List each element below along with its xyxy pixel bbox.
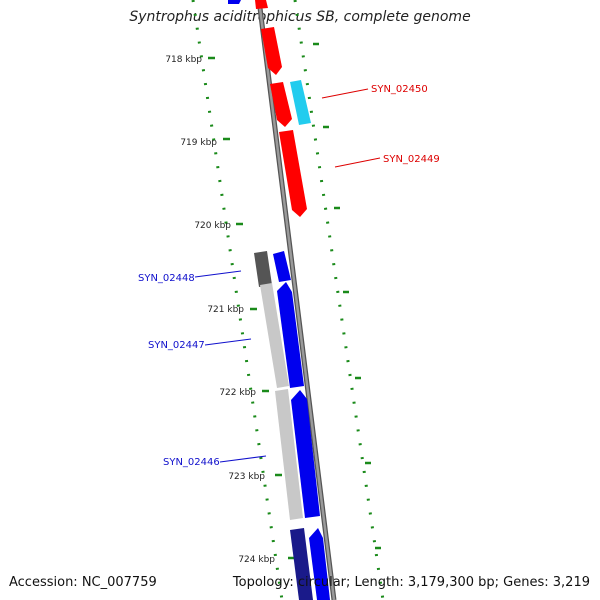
tick-label: 723 kbp <box>228 472 265 482</box>
accession-text: Accession: NC_007759 <box>9 575 157 590</box>
gene-product-bar[interactable] <box>260 283 289 388</box>
gene-labels: SYN_02450 SYN_02449 SYN_02448 SYN_02447 … <box>138 84 440 468</box>
tick-label: 718 kbp <box>165 55 202 65</box>
tick-guides <box>191 0 385 600</box>
gene-feature[interactable] <box>291 390 320 518</box>
map-title: Syntrophus aciditrophicus SB, complete g… <box>129 9 471 25</box>
gene-label-syn-02446[interactable]: SYN_02446 <box>163 457 220 468</box>
gene-feature[interactable] <box>290 80 311 125</box>
gene-feature[interactable] <box>261 27 282 75</box>
gene-feature[interactable] <box>255 0 268 9</box>
gene-label-syn-02449[interactable]: SYN_02449 <box>383 154 440 165</box>
reverse-strand-features <box>255 0 311 217</box>
forward-strand-features <box>228 0 330 600</box>
gene-feature[interactable] <box>290 528 313 600</box>
gene-feature[interactable] <box>277 282 304 388</box>
backbone <box>256 0 337 600</box>
gene-feature[interactable] <box>273 251 291 282</box>
label-leaders <box>194 88 381 463</box>
tick-label: 722 kbp <box>219 388 256 398</box>
gene-product-bar[interactable] <box>254 251 272 287</box>
gene-feature[interactable] <box>270 82 292 127</box>
gene-label-syn-02447[interactable]: SYN_02447 <box>148 340 205 351</box>
tick-label: 720 kbp <box>194 221 231 231</box>
gene-label-syn-02450[interactable]: SYN_02450 <box>371 84 428 95</box>
genome-summary-text: Topology: circular; Length: 3,179,300 bp… <box>232 575 590 590</box>
tick-label: 719 kbp <box>180 138 217 148</box>
gene-product-bar[interactable] <box>275 389 303 520</box>
tick-label: 721 kbp <box>207 305 244 315</box>
gene-feature[interactable] <box>228 0 241 4</box>
tick-labels: 718 kbp 719 kbp 720 kbp 721 kbp 722 kbp … <box>165 55 275 565</box>
tick-label: 724 kbp <box>238 555 275 565</box>
gene-feature[interactable] <box>309 528 330 600</box>
gene-feature[interactable] <box>279 130 307 217</box>
gene-label-syn-02448[interactable]: SYN_02448 <box>138 273 195 284</box>
